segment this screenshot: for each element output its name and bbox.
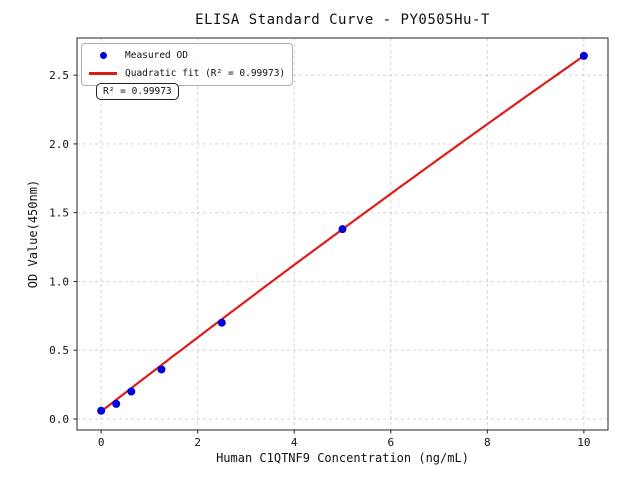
- measured-od-dot-icon: [99, 52, 107, 59]
- x-tick-label: 6: [387, 436, 394, 449]
- y-tick-label: 1.5: [49, 207, 69, 220]
- legend-label-measured-od: Measured OD: [125, 50, 188, 61]
- measured-od-point: [112, 399, 121, 408]
- x-tick-label: 10: [577, 436, 590, 449]
- x-tick-label: 2: [194, 436, 201, 449]
- legend: Measured OD Quadratic fit (R² = 0.99973): [81, 43, 294, 86]
- quadratic-fit-line: [100, 54, 585, 413]
- x-tick-label: 4: [291, 436, 298, 449]
- legend-icon-cell: [87, 72, 119, 75]
- x-tick-label: 8: [484, 436, 491, 449]
- fit-line-swatch-icon: [89, 72, 117, 75]
- legend-label-quadratic-fit: Quadratic fit (R² = 0.99973): [125, 68, 286, 79]
- y-tick-label: 2.5: [49, 69, 69, 82]
- y-axis-label: OD Value(450nm): [26, 179, 40, 289]
- x-tick-label: 0: [98, 436, 105, 449]
- measured-od-point: [338, 225, 347, 234]
- measured-od-point: [127, 387, 136, 396]
- y-tick-label: 1.0: [49, 275, 69, 288]
- y-tick-label: 0.0: [49, 413, 69, 426]
- r-squared-annotation: R² = 0.99973: [96, 83, 179, 100]
- measured-od-point: [157, 365, 166, 374]
- plot-frame: [76, 37, 609, 431]
- measured-od-point: [97, 406, 106, 415]
- chart-title: ELISA Standard Curve - PY0505Hu-T: [195, 12, 490, 28]
- legend-icon-cell: [87, 52, 119, 59]
- x-axis-label: Human C1QTNF9 Concentration (ng/mL): [216, 451, 469, 465]
- legend-item-measured-od: Measured OD: [87, 48, 285, 63]
- measured-od-point: [217, 318, 226, 327]
- measured-od-point: [579, 51, 588, 60]
- legend-item-quadratic-fit: Quadratic fit (R² = 0.99973): [87, 66, 285, 81]
- y-tick-label: 2.0: [49, 138, 69, 151]
- y-tick-label: 0.5: [49, 344, 69, 357]
